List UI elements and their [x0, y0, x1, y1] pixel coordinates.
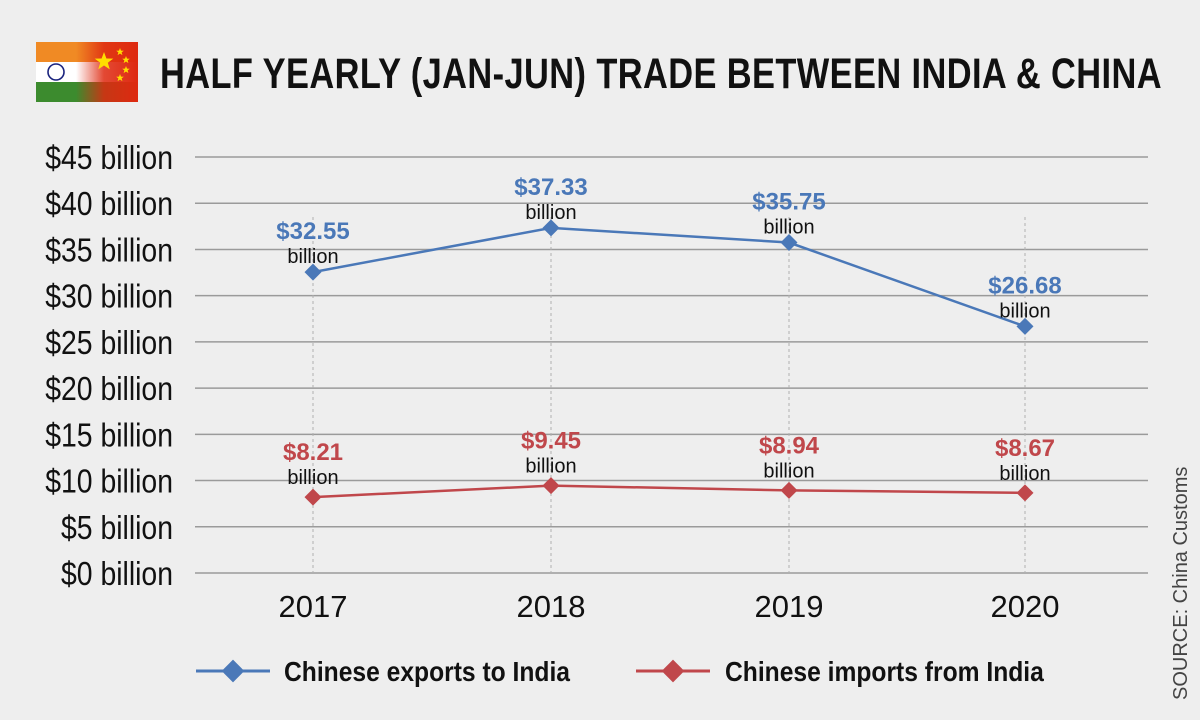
data-point-marker: [780, 481, 798, 499]
x-tick-label: 2019: [755, 589, 824, 624]
data-unit-label: billion: [287, 246, 338, 268]
x-tick-label: 2018: [517, 589, 586, 624]
y-tick-label: $0 billion: [61, 555, 173, 593]
data-value-label: $26.68: [988, 272, 1061, 299]
data-value-label: $9.45: [521, 428, 581, 455]
y-tick-label: $30 billion: [45, 278, 173, 316]
legend-exports-marker: [221, 659, 245, 683]
grid-lines: [195, 156, 1148, 574]
source-note: SOURCE: China Customs: [1170, 466, 1192, 700]
series-line: [312, 484, 1026, 499]
data-value-label: $35.75: [752, 189, 825, 216]
data-unit-label: billion: [287, 467, 338, 489]
data-point-marker: [1016, 484, 1034, 502]
data-unit-label: billion: [763, 460, 814, 482]
data-value-label: $8.67: [995, 435, 1055, 462]
data-unit-label: billion: [525, 456, 576, 478]
y-tick-label: $45 billion: [45, 139, 173, 177]
y-tick-label: $5 billion: [61, 509, 173, 547]
y-tick-label: $20 billion: [45, 370, 173, 408]
data-point-marker: [304, 488, 322, 506]
y-tick-label: $40 billion: [45, 185, 173, 223]
y-tick-label: $35 billion: [45, 231, 173, 269]
data-unit-label: billion: [763, 217, 814, 239]
data-point-marker: [542, 477, 560, 495]
data-value-label: $8.94: [759, 432, 820, 459]
legend-imports-marker: [661, 659, 685, 683]
y-tick-label: $25 billion: [45, 324, 173, 362]
data-point-marker: [780, 234, 798, 251]
legend-exports-label: Chinese exports to India: [284, 656, 570, 688]
legend: Chinese exports to India Chinese imports…: [196, 656, 1044, 688]
data-unit-label: billion: [999, 300, 1050, 322]
page-title: HALF YEARLY (JAN-JUN) TRADE BETWEEN INDI…: [160, 50, 1162, 98]
india-china-flags-icon: [36, 42, 138, 102]
series-line: [312, 226, 1026, 328]
x-tick-label: 2017: [279, 589, 348, 624]
y-tick-label: $10 billion: [45, 463, 173, 501]
y-tick-label: $15 billion: [45, 416, 173, 454]
data-value-label: $37.33: [514, 174, 587, 201]
legend-imports-label: Chinese imports from India: [725, 656, 1044, 688]
data-value-label: $8.21: [283, 439, 343, 466]
data-point-marker: [542, 219, 560, 237]
data-unit-label: billion: [999, 463, 1050, 485]
data-value-label: $32.55: [276, 218, 349, 245]
x-tick-label: 2020: [991, 589, 1060, 624]
data-unit-label: billion: [525, 202, 576, 224]
x-axis-tick-labels: 2017 2018 2019 2020: [279, 589, 1060, 624]
data-point-marker: [304, 263, 322, 281]
y-axis-tick-labels: $0 billion $5 billion $10 billion $15 billi…: [45, 139, 173, 593]
category-guide-lines: [312, 217, 1026, 573]
